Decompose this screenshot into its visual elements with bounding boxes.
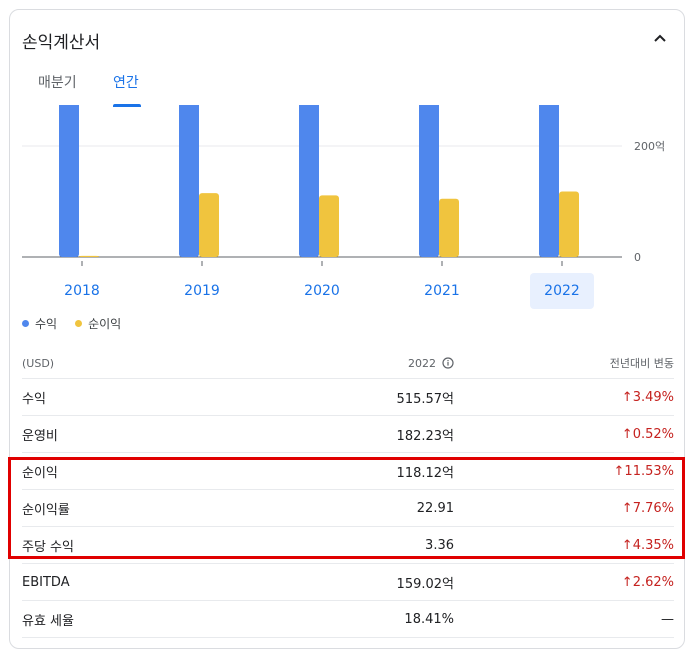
table-row[interactable]: 수익 515.57억 ↑3.49%	[22, 378, 674, 416]
info-icon[interactable]	[442, 357, 454, 369]
row-label: 수익	[22, 378, 344, 416]
financials-table: (USD) 2022 전년대비 변동 수익 515.57억 ↑3.49% 운영비 182…	[22, 348, 674, 638]
row-value: 159.02억	[344, 563, 454, 601]
x-tick-label-2020[interactable]: 2020	[304, 283, 340, 299]
bar-net-income-2019[interactable]	[199, 193, 219, 257]
chevron-up-icon[interactable]	[650, 28, 670, 48]
table-header-row: (USD) 2022 전년대비 변동	[22, 348, 674, 379]
row-change: ↑2.62%	[454, 563, 674, 601]
row-change: ↑3.49%	[454, 378, 674, 416]
bar-revenue-2019[interactable]	[179, 105, 199, 257]
chart-x-ticks: 2018 2019 2020 2021 2022	[64, 261, 594, 309]
row-change: ↑7.76%	[454, 489, 674, 527]
row-change: —	[454, 600, 674, 638]
row-change: ↑11.53%	[454, 452, 674, 490]
chart-bars	[59, 105, 579, 257]
change-header: 전년대비 변동	[454, 348, 674, 379]
year-header-label: 2022	[408, 356, 436, 370]
table-row[interactable]: 운영비 182.23억 ↑0.52%	[22, 415, 674, 453]
selected-year-highlight	[530, 273, 594, 309]
chart-y-ticks: 0200억400억	[634, 140, 665, 264]
x-tick-label-2022[interactable]: 2022	[544, 283, 580, 299]
tab-quarterly[interactable]: 매분기	[38, 75, 77, 91]
bar-net-income-2022[interactable]	[559, 191, 579, 257]
unit-header: (USD)	[22, 348, 344, 379]
row-label: 주당 수익	[22, 526, 344, 564]
bar-revenue-2020[interactable]	[299, 105, 319, 257]
bar-net-income-2020[interactable]	[319, 195, 339, 257]
row-change: ↑0.52%	[454, 415, 674, 453]
legend-net-income-label: 순이익	[88, 317, 122, 331]
table-row[interactable]: 순이익률 22.91 ↑7.76%	[22, 489, 674, 527]
table-row[interactable]: 주당 수익 3.36 ↑4.35%	[22, 526, 674, 564]
bar-revenue-2018[interactable]	[59, 105, 79, 257]
x-tick-label-2018[interactable]: 2018	[64, 283, 100, 299]
row-change: ↑4.35%	[454, 526, 674, 564]
bar-revenue-2021[interactable]	[419, 105, 439, 257]
row-label: 유효 세율	[22, 600, 344, 638]
row-label: 순이익률	[22, 489, 344, 527]
row-label: 운영비	[22, 415, 344, 453]
year-header: 2022	[344, 348, 454, 379]
row-value: 515.57억	[344, 378, 454, 416]
row-value: 22.91	[344, 489, 454, 527]
table-row[interactable]: EBITDA 159.02억 ↑2.62%	[22, 563, 674, 601]
x-tick-label-2021[interactable]: 2021	[424, 283, 460, 299]
bar-revenue-2022[interactable]	[539, 105, 559, 257]
x-tick-label-2019[interactable]: 2019	[184, 283, 220, 299]
legend-revenue: 수익	[22, 315, 57, 332]
bar-net-income-2021[interactable]	[439, 198, 459, 257]
revenue-dot-icon	[22, 320, 29, 327]
row-value: 18.41%	[344, 600, 454, 638]
y-tick-label: 0	[634, 251, 641, 264]
row-value: 182.23억	[344, 415, 454, 453]
active-tab-indicator	[113, 104, 141, 107]
bar-net-income-2018[interactable]	[79, 255, 99, 257]
table-row[interactable]: 유효 세율 18.41% —	[22, 600, 674, 638]
table-row[interactable]: 순이익 118.12억 ↑11.53%	[22, 452, 674, 490]
chart-legend: 수익 순이익	[22, 315, 121, 332]
row-value: 118.12억	[344, 452, 454, 490]
net-income-dot-icon	[75, 320, 83, 327]
tab-annual[interactable]: 연간	[113, 75, 139, 91]
legend-net-income: 순이익	[75, 315, 121, 332]
row-value: 3.36	[344, 526, 454, 564]
card-title: 손익계산서	[22, 33, 101, 53]
legend-revenue-label: 수익	[35, 317, 58, 331]
y-tick-label: 200억	[634, 140, 665, 153]
row-label: EBITDA	[22, 563, 344, 601]
row-label: 순이익	[22, 452, 344, 490]
